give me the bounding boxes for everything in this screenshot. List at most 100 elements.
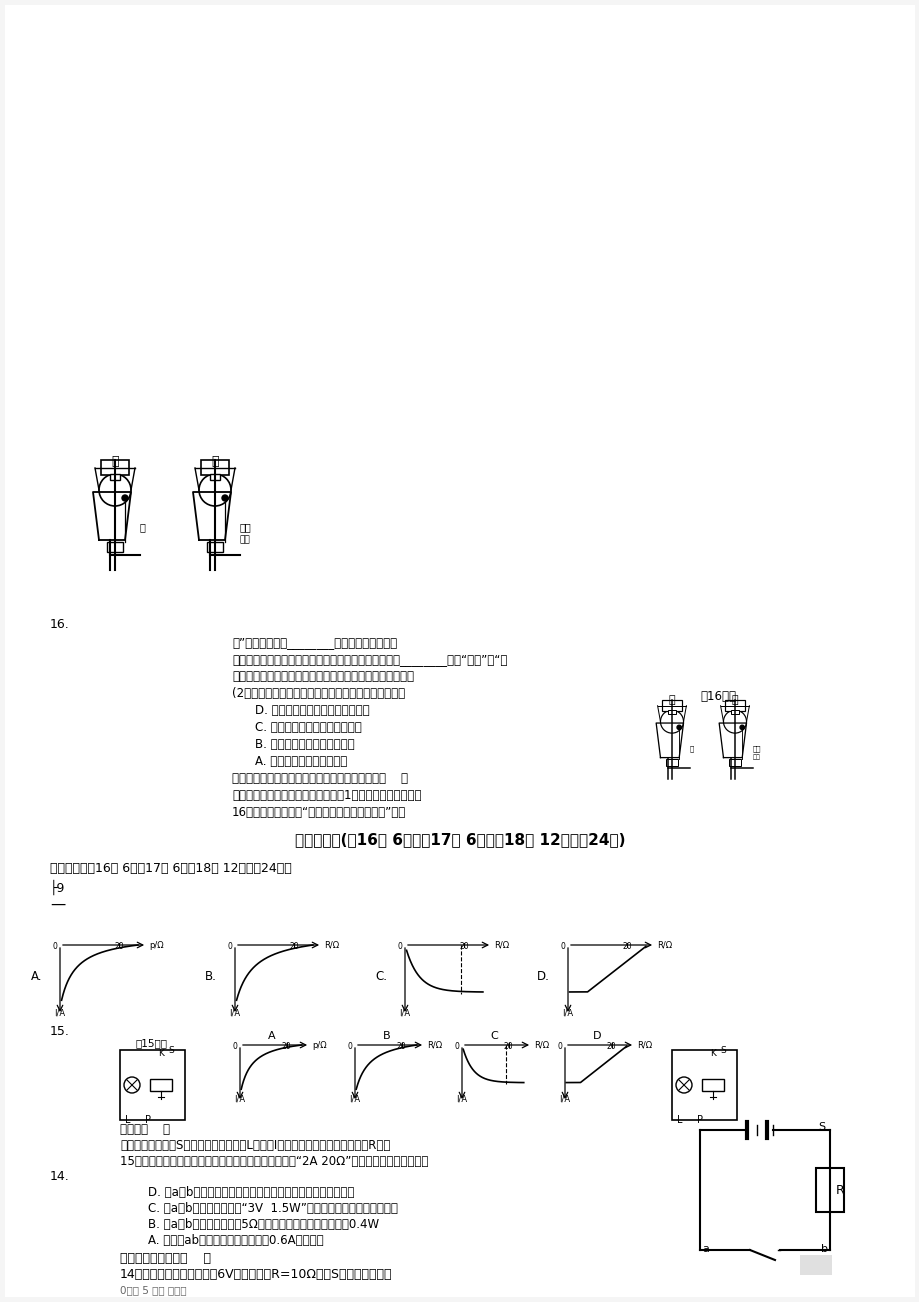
Text: 20: 20	[282, 1042, 291, 1051]
Bar	[668, 710, 675, 715]
Text: B: B	[383, 1031, 391, 1042]
Text: 同”），你认为是________的吸热能力更大些。: 同”），你认为是________的吸热能力更大些。	[232, 635, 397, 648]
Text: 需要确定以下控制的变量，你认为其中多余的是（    ）: 需要确定以下控制的变量，你认为其中多余的是（ ）	[232, 772, 407, 785]
Text: I/A: I/A	[54, 1008, 65, 1017]
Bar	[800, 1255, 831, 1275]
Text: I/A: I/A	[562, 1008, 573, 1017]
Bar	[729, 759, 740, 767]
Text: I/A: I/A	[399, 1008, 410, 1017]
Text: 未知: 未知	[752, 745, 761, 751]
Text: (2）加热到一定时刻，水开始永腮，而另一种液体并没: (2）加热到一定时刻，水开始永腮，而另一种液体并没	[232, 687, 404, 700]
Bar	[119, 1049, 185, 1120]
Text: K: K	[709, 1049, 715, 1059]
Text: 14.: 14.	[50, 1170, 70, 1184]
Text: 三、实验题(第16题 6分，第17题 6分，第18题 12分，全24分): 三、实验题(第16题 6分，第17题 6分，第18题 12分，全24分)	[294, 832, 625, 848]
Text: C: C	[490, 1031, 497, 1042]
Bar	[731, 710, 738, 715]
Text: R/Ω: R/Ω	[656, 940, 672, 949]
Text: p/Ω: p/Ω	[149, 940, 164, 949]
Text: S: S	[168, 1046, 174, 1055]
Bar	[101, 460, 129, 475]
Text: 验，他们使用了如图所示的装置，（1）在设计实验方案时，: 验，他们使用了如图所示的装置，（1）在设计实验方案时，	[232, 789, 421, 802]
Bar	[200, 460, 229, 475]
Text: 15.: 15.	[50, 1025, 70, 1038]
Text: D. 盛放水和另一种液体的容器相同: D. 盛放水和另一种液体的容器相同	[255, 704, 369, 717]
Text: 0: 0	[232, 1042, 237, 1051]
Text: 乙: 乙	[731, 695, 738, 704]
Text: P: P	[697, 1115, 702, 1125]
Circle shape	[122, 495, 128, 501]
Text: 20: 20	[607, 1042, 616, 1051]
Text: 15、如图所示电路，电源电压不变，滑动变阿器上标有“2A 20Ω”字样，以下四个图像中，: 15、如图所示电路，电源电压不变，滑动变阿器上标有“2A 20Ω”字样，以下四个…	[119, 1155, 428, 1168]
Text: C. 取相同质量的水和另一种液体: C. 取相同质量的水和另一种液体	[255, 721, 361, 734]
Bar	[150, 1079, 172, 1091]
Text: 液体: 液体	[752, 755, 760, 760]
Bar	[671, 1049, 736, 1120]
FancyBboxPatch shape	[5, 5, 914, 1297]
Text: A. 采用完全相同的加热方式: A. 采用完全相同的加热方式	[255, 755, 346, 768]
Bar	[815, 1168, 843, 1212]
Text: ├9: ├9	[50, 880, 65, 896]
Text: 20: 20	[621, 943, 631, 950]
Text: R/Ω: R/Ω	[494, 940, 508, 949]
Text: 20: 20	[114, 943, 124, 950]
Text: I/A: I/A	[349, 1095, 360, 1104]
Text: 0: 0	[52, 943, 57, 950]
Text: 系的是（    ）: 系的是（ ）	[119, 1124, 170, 1137]
Text: 16.: 16.	[50, 618, 70, 631]
Circle shape	[676, 725, 681, 729]
Text: 下列说法正确的是（    ）: 下列说法正确的是（ ）	[119, 1253, 210, 1266]
Text: 甲: 甲	[111, 454, 119, 467]
Text: a: a	[701, 1243, 709, 1254]
Text: 0、如 5 雄迹 图断打: 0、如 5 雄迹 图断打	[119, 1285, 187, 1295]
Text: 0: 0	[560, 943, 564, 950]
Bar	[661, 700, 681, 711]
Text: C. 在a、b两点间接入一个“3V  1.5W”的小灯泡，小灯泡能正常发光: C. 在a、b两点间接入一个“3V 1.5W”的小灯泡，小灯泡能正常发光	[148, 1202, 397, 1215]
Text: S: S	[720, 1046, 725, 1055]
Bar	[110, 474, 119, 480]
Text: 甲: 甲	[668, 695, 675, 704]
Text: 0: 0	[346, 1042, 352, 1051]
Circle shape	[221, 495, 228, 501]
Text: D.: D.	[537, 970, 550, 983]
Text: D: D	[592, 1031, 601, 1042]
Text: I/A: I/A	[456, 1095, 467, 1104]
Text: I/A: I/A	[234, 1095, 245, 1104]
Text: 三、实验题（16题 6分，17题 6分，18题 12分，全24分）: 三、实验题（16题 6分，17题 6分，18题 12分，全24分）	[50, 862, 291, 875]
Text: L: L	[676, 1115, 682, 1125]
Text: R/Ω: R/Ω	[533, 1040, 549, 1049]
Bar	[207, 542, 222, 552]
Text: R/Ω: R/Ω	[323, 940, 339, 949]
Text: R/Ω: R/Ω	[426, 1040, 442, 1049]
Text: 0: 0	[454, 1042, 459, 1051]
Text: R/Ω: R/Ω	[636, 1040, 652, 1049]
Text: A. 不能在ab两点间接入一个量程为0.6A的电流表: A. 不能在ab两点间接入一个量程为0.6A的电流表	[148, 1234, 323, 1247]
Text: 水: 水	[140, 522, 146, 533]
Text: A: A	[268, 1031, 276, 1042]
Text: 第16题图: 第16题图	[699, 690, 735, 703]
Text: 液体: 液体	[240, 535, 251, 544]
Text: 未知: 未知	[240, 522, 252, 533]
Text: P: P	[145, 1115, 151, 1125]
Text: 乙: 乙	[211, 454, 219, 467]
Text: b: b	[820, 1243, 827, 1254]
Text: 第15题图: 第15题图	[136, 1038, 168, 1048]
Text: B. 酒精灯里所加酒精质量相同: B. 酒精灯里所加酒精质量相同	[255, 738, 354, 751]
Text: A.: A.	[30, 970, 42, 983]
Text: 能正确表示当开关S闭合后，通过小灯泡L的电流I与滑动变阿器进入电路的电阿R的关: 能正确表示当开关S闭合后，通过小灯泡L的电流I与滑动变阿器进入电路的电阿R的关	[119, 1139, 390, 1152]
Text: p/Ω: p/Ω	[312, 1040, 326, 1049]
Text: C.: C.	[375, 970, 387, 983]
Text: B.: B.	[205, 970, 217, 983]
Text: 0: 0	[397, 943, 402, 950]
Text: B. 在a、b两点间接入一个5Ω的电阿，电路消耗的电功率为0.4W: B. 在a、b两点间接入一个5Ω的电阿，电路消耗的电功率为0.4W	[148, 1217, 379, 1230]
Text: 20: 20	[459, 943, 469, 950]
Text: 14、如图所示，电源电压为6V，定値电阿R=10Ω，在S闭合的情况下，: 14、如图所示，电源电压为6V，定値电阿R=10Ω，在S闭合的情况下，	[119, 1268, 392, 1281]
Text: R: R	[835, 1184, 844, 1197]
Text: 水: 水	[689, 745, 694, 751]
Text: —: —	[50, 897, 65, 911]
Circle shape	[739, 725, 743, 729]
Bar	[701, 1079, 723, 1091]
Text: 0: 0	[227, 943, 232, 950]
Text: 0: 0	[557, 1042, 562, 1051]
Text: L: L	[125, 1115, 130, 1125]
